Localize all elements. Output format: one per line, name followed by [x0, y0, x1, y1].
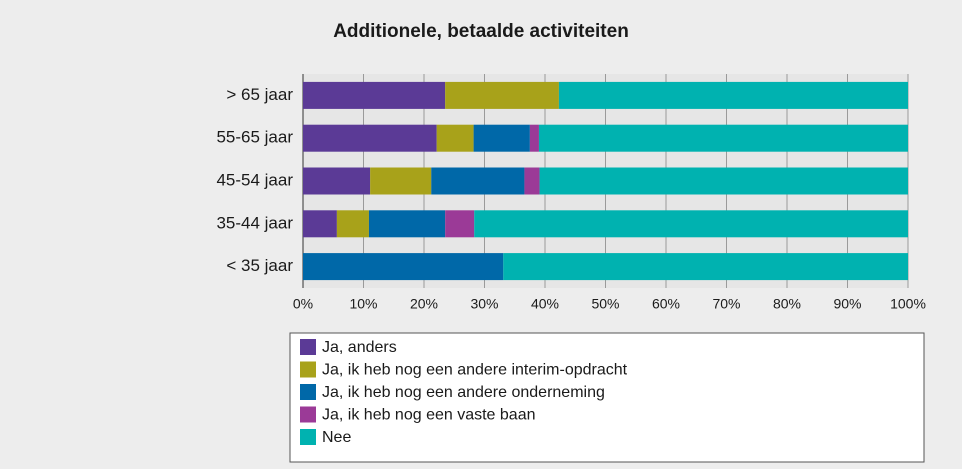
- bar-segment: [336, 210, 369, 238]
- bar-segment: [445, 210, 475, 238]
- legend-box: [289, 332, 925, 463]
- y-tick-label: > 65 jaar: [226, 85, 293, 104]
- bar-segment: [303, 167, 371, 195]
- legend-label: Nee: [322, 429, 351, 446]
- chart-title: Additionele, betaalde activiteiten: [333, 21, 629, 42]
- bar-segment: [431, 167, 525, 195]
- bar-segment: [436, 124, 474, 152]
- x-tick-label: 40%: [531, 296, 559, 312]
- bar-segment: [529, 124, 539, 152]
- x-tick-label: 10%: [349, 296, 377, 312]
- bar-segment: [474, 210, 908, 238]
- x-tick-label: 0%: [293, 296, 313, 312]
- y-tick-label: 45-54 jaar: [216, 170, 293, 189]
- x-tick-label: 20%: [410, 296, 438, 312]
- legend-label: Ja, ik heb nog een vaste baan: [322, 407, 536, 424]
- x-tick-label: 50%: [591, 296, 619, 312]
- bar-segment: [303, 124, 437, 152]
- bar-segment: [538, 124, 908, 152]
- bar-segment: [558, 81, 908, 109]
- x-tick-label: 60%: [652, 296, 680, 312]
- legend-label: Ja, ik heb nog een andere interim-opdrac…: [322, 362, 628, 379]
- bar-segment: [503, 253, 908, 281]
- bar-segment: [303, 253, 504, 281]
- legend-label: Ja, ik heb nog een andere onderneming: [322, 384, 605, 401]
- y-tick-label: 35-44 jaar: [216, 213, 293, 232]
- legend-label: Ja, anders: [322, 339, 397, 356]
- x-tick-label: 90%: [833, 296, 861, 312]
- bar-segment: [303, 81, 446, 109]
- x-tick-label: 70%: [712, 296, 740, 312]
- bar-segment: [445, 81, 559, 109]
- legend-swatch: [300, 361, 316, 378]
- bar-segment: [473, 124, 530, 152]
- legend-swatch: [300, 384, 316, 400]
- legend-swatch: [300, 406, 316, 423]
- bar-segment: [368, 210, 446, 238]
- y-tick-label: 55-65 jaar: [216, 128, 293, 147]
- bar-segment: [539, 167, 908, 195]
- bar-segment: [524, 167, 540, 195]
- y-tick-label: < 35 jaar: [226, 256, 293, 275]
- bar-segment: [303, 210, 337, 238]
- x-tick-label: 100%: [890, 296, 926, 312]
- x-tick-label: 80%: [773, 296, 801, 312]
- legend-swatch: [300, 429, 316, 445]
- bar-segment: [370, 167, 432, 195]
- x-tick-label: 30%: [470, 296, 498, 312]
- legend-swatch: [300, 339, 316, 355]
